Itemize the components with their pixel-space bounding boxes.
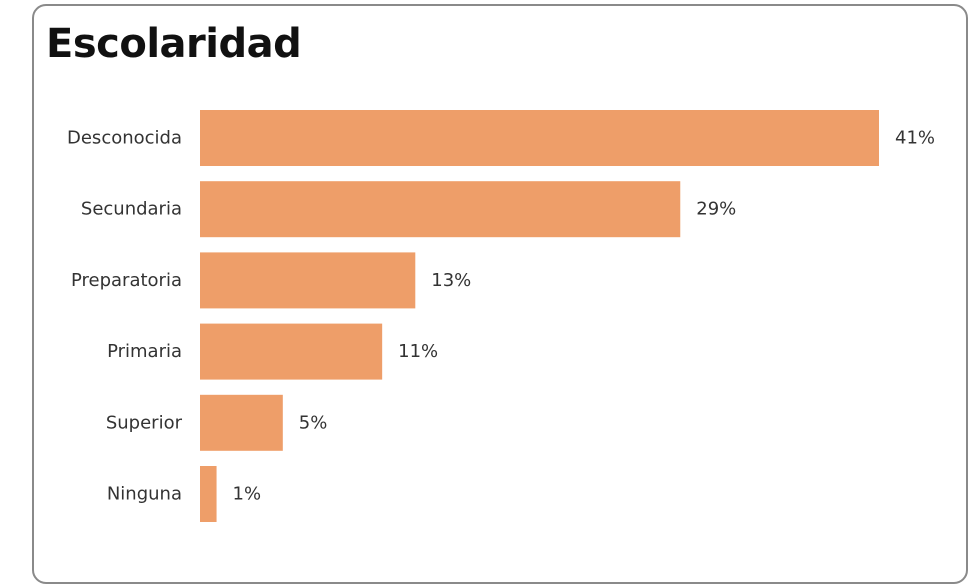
bar — [200, 110, 879, 166]
value-label: 1% — [233, 484, 262, 505]
bar — [200, 252, 416, 309]
bar-chart: Desconocida 41% Secundaria 29% Preparatoria 1… — [67, 110, 935, 522]
value-label: 41% — [895, 128, 935, 149]
value-label: 11% — [398, 341, 438, 362]
bar — [200, 323, 383, 380]
bar — [200, 466, 217, 522]
chart-card — [32, 4, 968, 584]
value-label: 5% — [299, 412, 328, 433]
bar — [200, 181, 681, 238]
category-label: Secundaria — [81, 199, 182, 220]
category-label: Superior — [106, 412, 183, 433]
category-label: Primaria — [107, 341, 182, 362]
bar — [200, 394, 283, 451]
value-label: 29% — [696, 199, 736, 220]
category-label: Ninguna — [107, 484, 182, 505]
value-label: 13% — [431, 270, 471, 291]
category-label: Desconocida — [67, 128, 182, 149]
category-label: Preparatoria — [71, 270, 182, 291]
chart-title: Escolaridad — [46, 21, 302, 67]
